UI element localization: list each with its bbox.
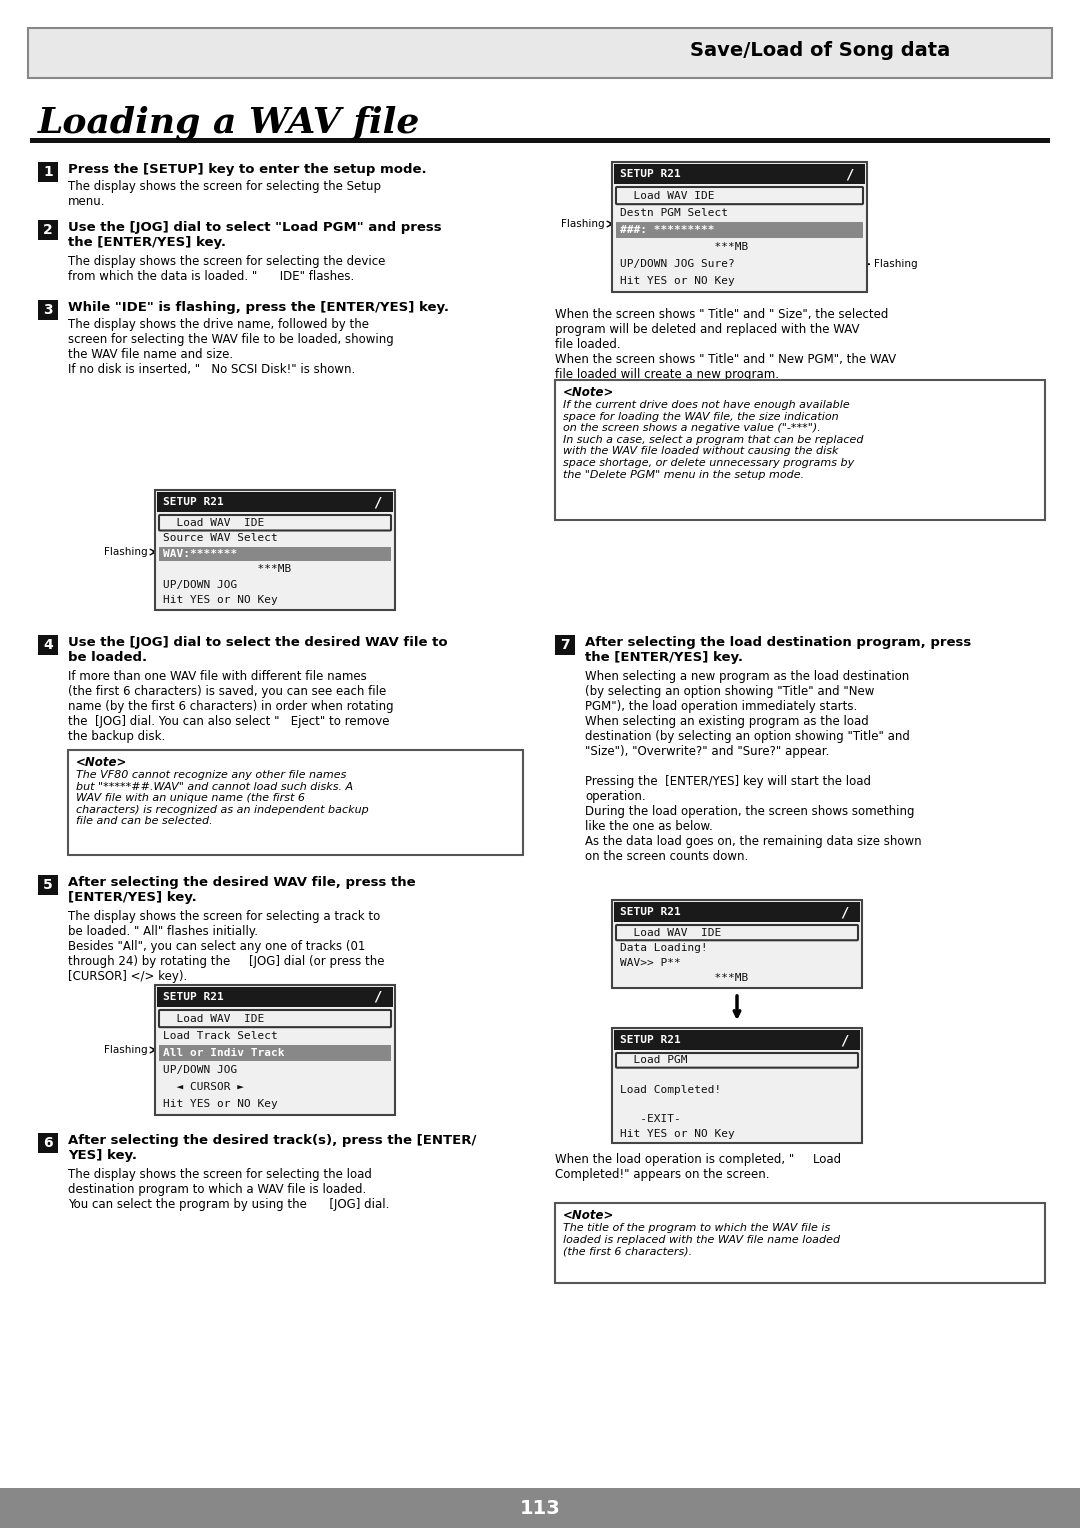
Bar (157, 987, 393, 1007)
Text: If more than one WAV file with different file names
(the first 6 characters) is : If more than one WAV file with different… (68, 669, 393, 743)
Text: UP/DOWN JOG Sure?: UP/DOWN JOG Sure? (620, 260, 734, 269)
Bar (612, 1028, 862, 1143)
Text: 7: 7 (561, 639, 570, 652)
Bar (38, 1132, 58, 1154)
Text: When the screen shows " Title" and " Size", the selected
program will be deleted: When the screen shows " Title" and " Siz… (555, 309, 896, 380)
Bar (615, 1030, 860, 1050)
Text: SETUP R21: SETUP R21 (620, 1034, 680, 1045)
Text: Load Completed!: Load Completed! (620, 1085, 721, 1094)
Text: Loading a WAV file: Loading a WAV file (38, 105, 420, 139)
Bar (38, 299, 58, 319)
Text: Use the [JOG] dial to select the desired WAV file to
be loaded.: Use the [JOG] dial to select the desired… (68, 636, 447, 665)
Bar (38, 876, 58, 895)
Text: /: / (373, 990, 381, 1004)
Text: All or Indiv Track: All or Indiv Track (163, 1048, 284, 1057)
Bar (28, 28, 1052, 78)
Text: The title of the program to which the WAV file is
loaded is replaced with the WA: The title of the program to which the WA… (563, 1222, 840, 1256)
Text: Hit YES or NO Key: Hit YES or NO Key (620, 1129, 734, 1138)
Text: Hit YES or NO Key: Hit YES or NO Key (163, 1100, 278, 1109)
Text: Load WAV  IDE: Load WAV IDE (163, 1013, 265, 1024)
Bar (159, 1045, 391, 1060)
Text: After selecting the desired WAV file, press the
[ENTER/YES] key.: After selecting the desired WAV file, pr… (68, 876, 416, 905)
Text: Save/Load of Song data: Save/Load of Song data (690, 41, 950, 60)
Bar (68, 750, 523, 856)
Bar (30, 138, 1050, 144)
Text: UP/DOWN JOG: UP/DOWN JOG (163, 1065, 238, 1076)
Text: UP/DOWN JOG: UP/DOWN JOG (163, 579, 238, 590)
Text: While "IDE" is flashing, press the [ENTER/YES] key.: While "IDE" is flashing, press the [ENTE… (68, 301, 449, 313)
Text: SETUP R21: SETUP R21 (620, 908, 680, 917)
Text: Load WAV  IDE: Load WAV IDE (620, 927, 721, 938)
Text: Load Track Select: Load Track Select (163, 1031, 278, 1041)
Text: The VF80 cannot recognize any other file names
but "*****##.WAV" and cannot load: The VF80 cannot recognize any other file… (76, 770, 368, 827)
Text: Destn PGM Select: Destn PGM Select (620, 208, 728, 219)
Bar (616, 223, 863, 237)
Text: /: / (845, 167, 853, 180)
Bar (0, 1488, 1080, 1528)
Text: <Note>: <Note> (563, 387, 615, 399)
Text: SETUP R21: SETUP R21 (620, 170, 680, 179)
Bar (157, 492, 393, 512)
Text: Flashing: Flashing (105, 1045, 148, 1054)
Bar (38, 162, 58, 182)
Text: <Note>: <Note> (563, 1209, 615, 1222)
Text: Use the [JOG] dial to select "Load PGM" and press
the [ENTER/YES] key.: Use the [JOG] dial to select "Load PGM" … (68, 222, 442, 249)
Bar (555, 636, 575, 656)
Text: 3: 3 (43, 303, 53, 316)
Text: Hit YES or NO Key: Hit YES or NO Key (163, 596, 278, 605)
Text: ***MB: ***MB (620, 973, 748, 984)
Text: /: / (840, 905, 848, 918)
Text: Load PGM: Load PGM (620, 1056, 688, 1065)
Text: The display shows the screen for selecting the device
from which the data is loa: The display shows the screen for selecti… (68, 255, 386, 283)
Text: Press the [SETUP] key to enter the setup mode.: Press the [SETUP] key to enter the setup… (68, 163, 427, 176)
Text: ***MB: ***MB (163, 564, 292, 575)
Text: 1: 1 (43, 165, 53, 179)
Text: SETUP R21: SETUP R21 (163, 992, 224, 1002)
Text: Load WAV IDE: Load WAV IDE (620, 191, 715, 200)
Bar (555, 380, 1045, 520)
Text: -EXIT-: -EXIT- (620, 1114, 680, 1125)
Text: 4: 4 (43, 639, 53, 652)
Text: After selecting the desired track(s), press the [ENTER/
YES] key.: After selecting the desired track(s), pr… (68, 1134, 476, 1161)
Bar (615, 163, 865, 183)
Text: 2: 2 (43, 223, 53, 237)
Text: When the load operation is completed, "     Load
Completed!" appears on the scre: When the load operation is completed, " … (555, 1154, 841, 1181)
Text: Flashing: Flashing (105, 547, 148, 558)
Text: The display shows the screen for selecting the Setup
menu.: The display shows the screen for selecti… (68, 180, 381, 208)
Text: SETUP R21: SETUP R21 (163, 497, 224, 507)
Text: Flashing: Flashing (874, 260, 918, 269)
Bar (612, 162, 867, 292)
Bar (612, 900, 862, 989)
Bar (156, 490, 395, 610)
Bar (38, 220, 58, 240)
Text: /: / (840, 1033, 848, 1047)
Text: 113: 113 (519, 1499, 561, 1517)
Bar (156, 986, 395, 1115)
Text: ◄ CURSOR ►: ◄ CURSOR ► (163, 1082, 244, 1093)
Text: The display shows the screen for selecting a track to
be loaded. " All" flashes : The display shows the screen for selecti… (68, 911, 384, 983)
Text: The display shows the screen for selecting the load
destination program to which: The display shows the screen for selecti… (68, 1167, 390, 1212)
Text: Load WAV  IDE: Load WAV IDE (163, 518, 265, 527)
Text: After selecting the load destination program, press
the [ENTER/YES] key.: After selecting the load destination pro… (585, 636, 971, 665)
Bar (38, 636, 58, 656)
Text: The display shows the drive name, followed by the
screen for selecting the WAV f: The display shows the drive name, follow… (68, 318, 394, 376)
Text: 5: 5 (43, 879, 53, 892)
Text: WAV>> P**: WAV>> P** (620, 958, 680, 969)
Text: ###: *********: ###: ********* (620, 225, 715, 235)
Text: WAV:*******: WAV:******* (163, 549, 238, 559)
Text: Hit YES or NO Key: Hit YES or NO Key (620, 277, 734, 286)
Text: 6: 6 (43, 1135, 53, 1151)
Bar (615, 902, 860, 921)
Text: Source WAV Select: Source WAV Select (163, 533, 278, 544)
Text: Data Loading!: Data Loading! (620, 943, 707, 953)
Text: ***MB: ***MB (620, 241, 748, 252)
Text: If the current drive does not have enough available
space for loading the WAV fi: If the current drive does not have enoug… (563, 400, 864, 480)
Text: <Note>: <Note> (76, 756, 127, 769)
Text: When selecting a new program as the load destination
(by selecting an option sho: When selecting a new program as the load… (585, 669, 921, 863)
Text: /: / (373, 495, 381, 509)
Text: Flashing: Flashing (562, 219, 605, 229)
Bar (555, 1203, 1045, 1284)
Bar (159, 547, 391, 561)
